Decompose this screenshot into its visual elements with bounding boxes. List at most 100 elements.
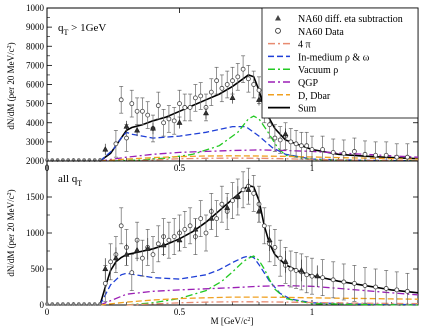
panel-label-top: qT > 1GeV [58, 22, 106, 37]
data-point-triangle [266, 236, 273, 243]
ylabel-top: dN/dM (per 20 MeV/c2) [6, 42, 16, 129]
baseline-point [61, 302, 65, 306]
data-point-circle [272, 244, 278, 250]
data-point-circle [320, 147, 326, 152]
panel-label-bottom: all qT [58, 173, 82, 188]
y-tick-label: 1000 [26, 228, 45, 238]
y-tick-label: 0 [40, 300, 45, 310]
legend: NA60 diff. eta subtraction NA60 Data 4 πIn… [261, 7, 419, 119]
data-point-circle [256, 87, 262, 93]
data-point-circle [214, 216, 220, 222]
data-point-triangle [202, 109, 210, 116]
data-point-circle [187, 105, 193, 110]
data-point-circle [394, 154, 400, 160]
ylabel-bottom: dN/dM (per 20 MeV/c2) [6, 189, 16, 276]
y-tick-label: 8000 [26, 41, 45, 51]
baseline-point [82, 302, 86, 306]
data-point-circle [277, 137, 283, 143]
y-tick-label: 6000 [26, 80, 45, 90]
panel-bottom: 0 500 1000 1500 0 0.5 1 all qT dN/dM (per 20 M… [6, 160, 419, 326]
data-point-triangle [102, 146, 109, 152]
data-point-triangle [176, 119, 183, 125]
x-tick-label: 0.5 [174, 307, 186, 317]
data-point-circle [150, 252, 156, 258]
data-point-circle [171, 118, 177, 124]
data-point-circle [304, 272, 310, 278]
data-point-circle [288, 266, 294, 272]
data-point-circle [124, 135, 129, 141]
data-point-triangle [208, 215, 215, 221]
baseline-point [71, 302, 76, 306]
data-point-circle [341, 150, 347, 156]
baseline-point [92, 302, 97, 306]
legend-label: Vacuum ρ [298, 65, 338, 76]
x-tick-label: 0 [45, 307, 50, 317]
data-point-circle [351, 149, 357, 154]
data-point-circle [134, 108, 140, 114]
data-point-circle [108, 259, 113, 265]
data-point-circle [320, 275, 326, 281]
data-point-circle [198, 216, 204, 222]
data-point-circle [240, 66, 246, 72]
data-point-triangle [149, 124, 157, 131]
y-tick-label: 500 [31, 264, 45, 274]
data-point-circle [272, 135, 278, 141]
data-point-circle [330, 277, 336, 283]
data-point-circle [362, 283, 368, 288]
legend-swatch-triangle [275, 15, 281, 21]
data-point-triangle [229, 94, 236, 100]
data-point-circle [330, 149, 336, 155]
data-point-circle [203, 230, 209, 236]
data-point-circle [230, 198, 235, 204]
baseline-point [76, 302, 81, 306]
data-point-circle [177, 101, 182, 107]
data-point-circle [251, 82, 257, 87]
y-tick-label: 4000 [26, 118, 45, 128]
data-point-circle [118, 223, 124, 229]
data-point-circle [182, 226, 188, 232]
data-point-triangle [282, 130, 289, 137]
series-line-in-medium- [99, 125, 419, 162]
data-point-circle [341, 279, 347, 285]
y-tick-label: 7000 [26, 60, 45, 70]
data-point-circle [208, 89, 214, 95]
data-point-circle [219, 85, 225, 91]
data-point-triangle [112, 254, 119, 261]
legend-label: QGP [298, 78, 318, 89]
data-point-circle [267, 122, 273, 128]
series-line-vacuum- [126, 255, 419, 306]
x-tick-label: 1 [310, 307, 315, 317]
data-point-circle [166, 237, 172, 243]
data-point-circle [309, 147, 315, 152]
data-point-circle [240, 187, 246, 193]
data-point-circle [235, 74, 241, 80]
data-point-triangle [224, 204, 231, 210]
xlabel: M [GeV/c2] [211, 316, 254, 326]
data-point-circle [288, 139, 294, 145]
legend-label: D, Dbar [298, 91, 331, 102]
data-point-circle [155, 241, 161, 247]
series-line-4- [126, 157, 419, 162]
data-point-circle [362, 151, 368, 157]
data-point-circle [383, 286, 389, 291]
data-point-circle [113, 141, 119, 147]
legend-label: Sum [298, 104, 317, 115]
series-line-qgp [99, 284, 419, 306]
data-point-circle [261, 223, 267, 229]
data-point-circle [139, 108, 145, 114]
data-point-circle [166, 116, 172, 122]
data-point-circle [214, 78, 220, 84]
data-point-circle [298, 143, 304, 149]
data-point-circle [251, 190, 257, 196]
data-point-circle [187, 223, 193, 229]
data-point-circle [198, 93, 204, 99]
data-point-circle [182, 105, 188, 110]
data-point-triangle [298, 266, 305, 273]
data-point-triangle [102, 265, 109, 272]
data-point-triangle [123, 251, 130, 257]
data-point-triangle [160, 241, 167, 248]
data-point-triangle [234, 193, 241, 200]
data-point-circle [404, 288, 410, 294]
data-point-triangle [134, 246, 141, 253]
